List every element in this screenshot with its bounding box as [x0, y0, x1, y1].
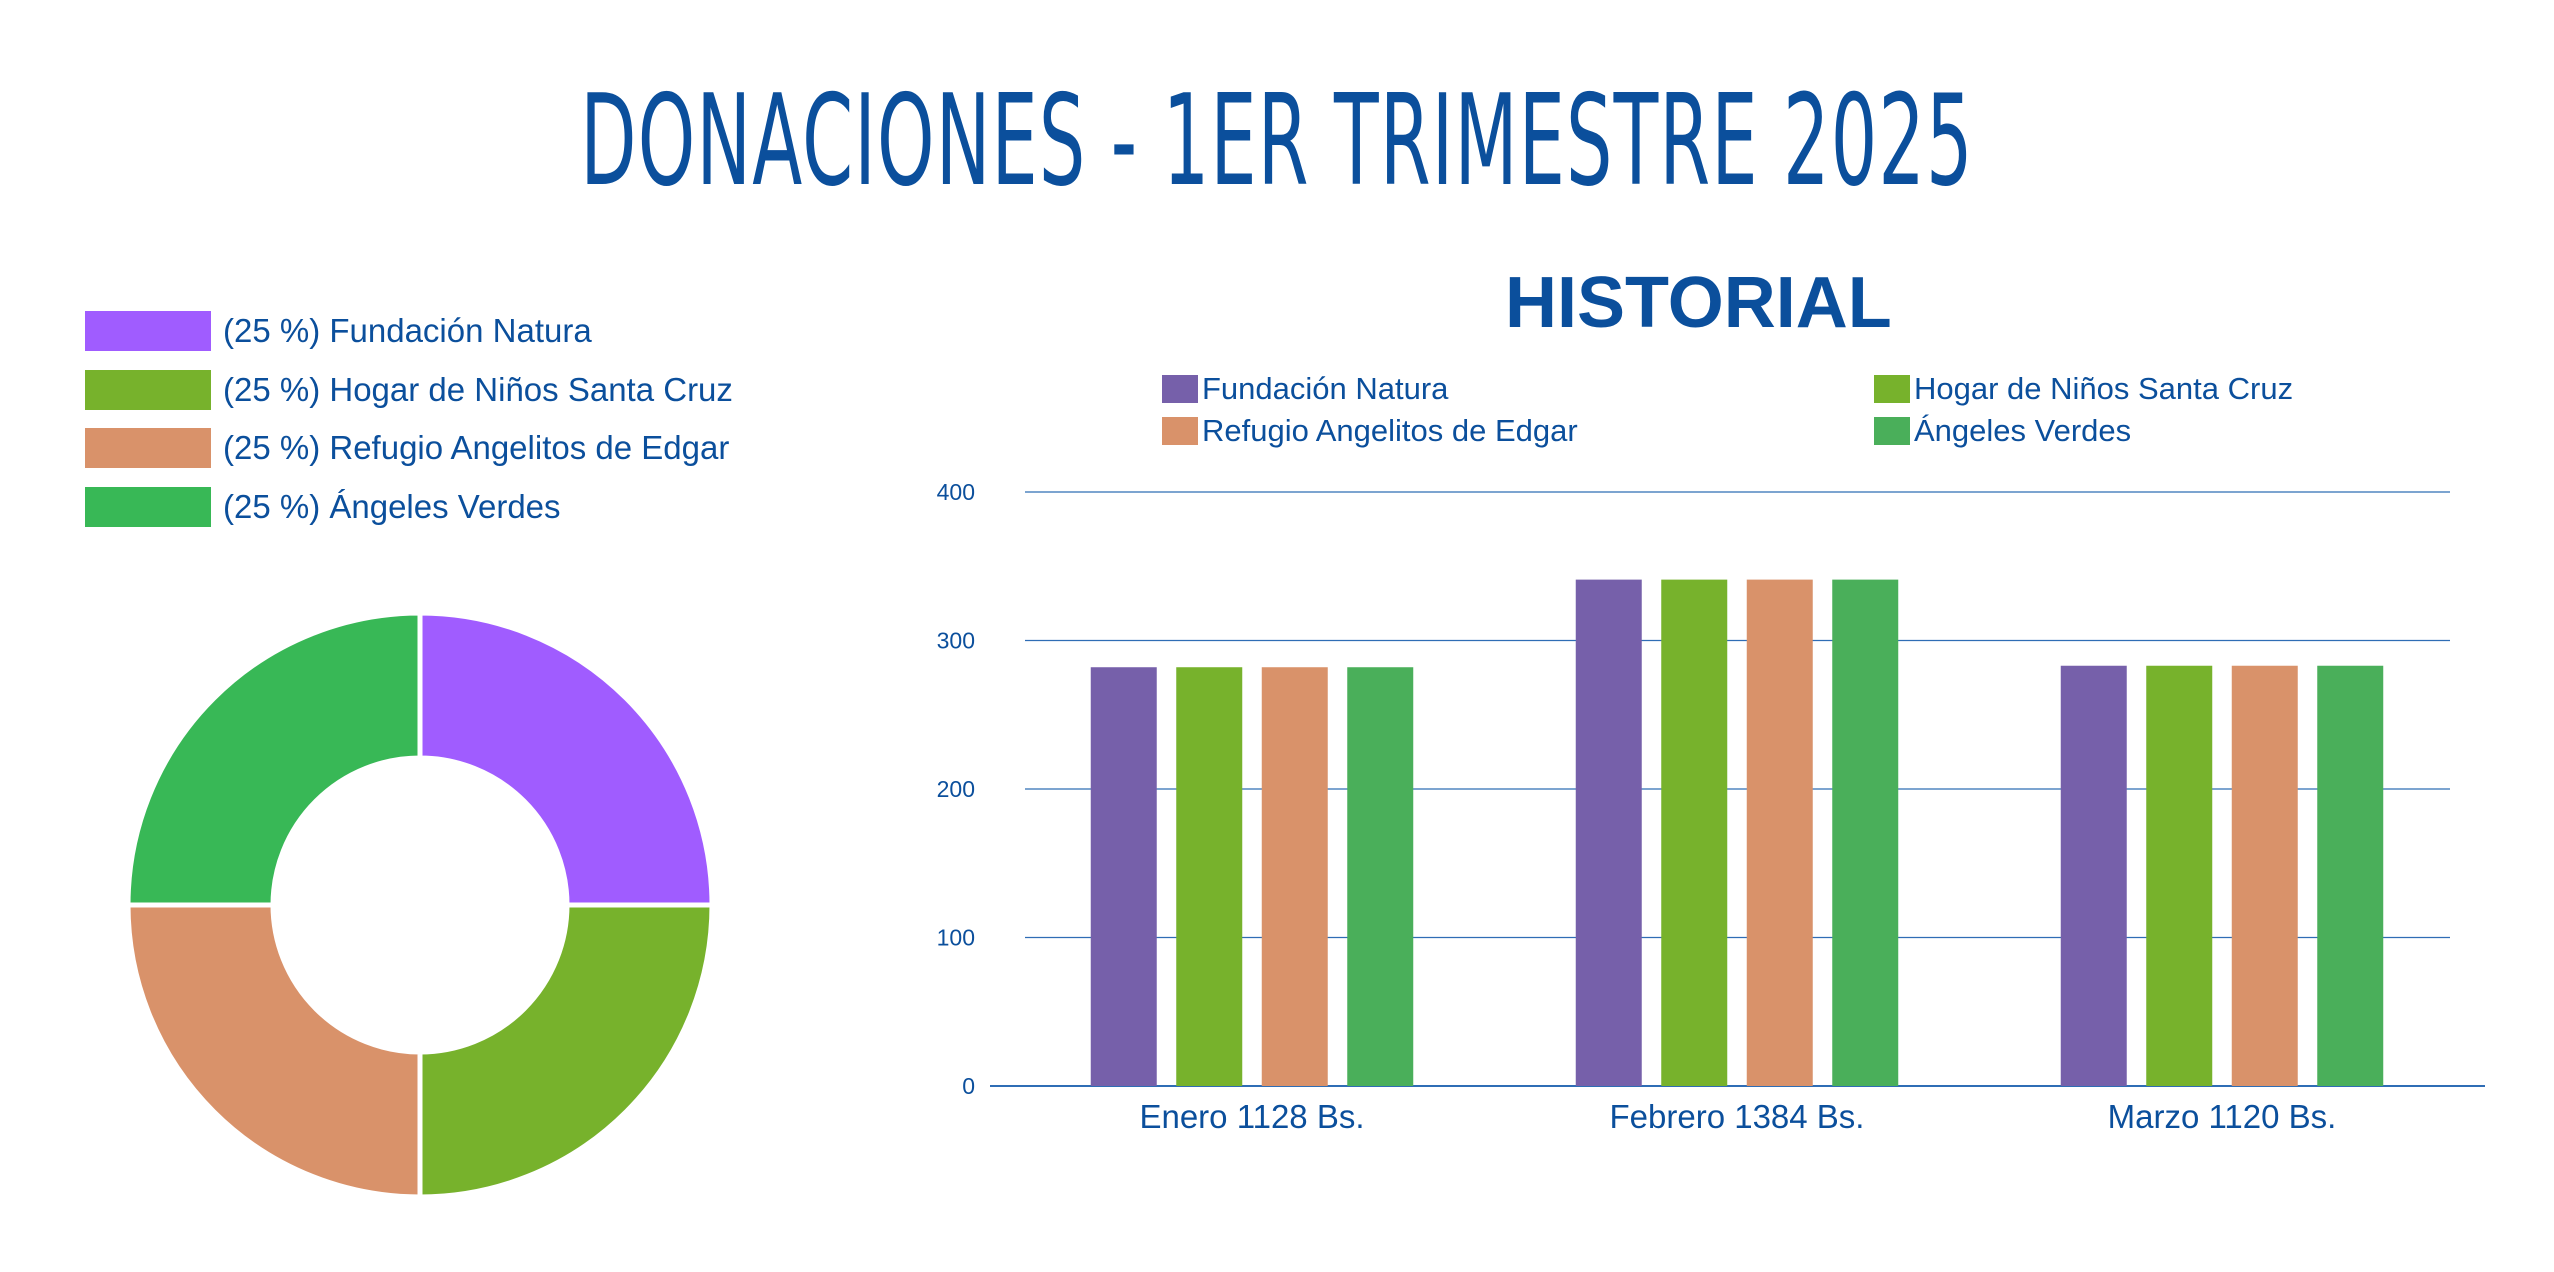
donut-legend-item-1: (25 %) Hogar de Niños Santa Cruz	[85, 361, 733, 420]
legend-swatch	[1874, 417, 1910, 445]
legend-swatch	[85, 311, 211, 352]
y-tick-label: 200	[937, 776, 975, 802]
bar-0-3	[1347, 667, 1414, 1086]
y-tick-label: 300	[937, 628, 975, 654]
donut-slice-3	[125, 610, 423, 908]
legend-label: Refugio Angelitos de Edgar	[1202, 413, 1578, 448]
bar-legend-item-0: Fundación Natura	[1162, 371, 1448, 407]
donut-slice-0	[417, 610, 715, 908]
donut-legend-item-0: (25 %) Fundación Natura	[85, 302, 733, 361]
bar-0-0	[1090, 667, 1157, 1086]
bar-2-0	[2060, 665, 2127, 1086]
bar-1-1	[1661, 579, 1728, 1086]
bar-1-2	[1746, 579, 1813, 1086]
donut-slice-2	[125, 902, 423, 1200]
donut-legend-item-3: (25 %) Ángeles Verdes	[85, 478, 733, 537]
x-category-label: Enero 1128 Bs.	[1139, 1098, 1364, 1135]
y-tick-label: 400	[937, 479, 975, 505]
bar-legend-item-3: Ángeles Verdes	[1874, 413, 2131, 449]
bar-1-0	[1575, 579, 1642, 1086]
y-tick-label: 0	[962, 1073, 975, 1099]
bar-legend-item-2: Refugio Angelitos de Edgar	[1162, 413, 1578, 449]
x-category-label: Marzo 1120 Bs.	[2108, 1098, 2337, 1135]
legend-swatch	[85, 369, 211, 410]
donut-legend: (25 %) Fundación Natura (25 %) Hogar de …	[85, 302, 733, 536]
bar-legend-item-1: Hogar de Niños Santa Cruz	[1874, 371, 2293, 407]
legend-label: (25 %) Hogar de Niños Santa Cruz	[223, 370, 733, 408]
bar-0-1	[1176, 667, 1243, 1086]
bar-chart-title: HISTORIAL	[1505, 263, 1892, 343]
legend-label: (25 %) Refugio Angelitos de Edgar	[223, 429, 730, 467]
bar-1-3	[1832, 579, 1899, 1086]
donut-chart	[125, 610, 715, 1200]
legend-label: (25 %) Ángeles Verdes	[223, 487, 561, 525]
legend-swatch	[1874, 375, 1910, 403]
legend-label: Fundación Natura	[1202, 371, 1449, 406]
donut-slice-1	[417, 902, 715, 1200]
legend-swatch	[85, 428, 211, 469]
donut-legend-item-2: (25 %) Refugio Angelitos de Edgar	[85, 419, 733, 478]
legend-label: Ángeles Verdes	[1914, 413, 2132, 448]
legend-label: (25 %) Fundación Natura	[223, 312, 592, 350]
y-tick-label: 100	[937, 925, 975, 951]
bar-0-2	[1261, 667, 1328, 1086]
legend-swatch	[85, 486, 211, 527]
x-category-label: Febrero 1384 Bs.	[1610, 1098, 1865, 1135]
legend-swatch	[1162, 375, 1198, 403]
legend-swatch	[1162, 417, 1198, 445]
bar-2-1	[2146, 665, 2213, 1086]
bar-2-2	[2231, 665, 2298, 1086]
legend-label: Hogar de Niños Santa Cruz	[1914, 371, 2294, 406]
page-title: DONACIONES - 1ER TRIMESTRE 2025	[580, 67, 1974, 214]
bar-2-3	[2317, 665, 2384, 1086]
